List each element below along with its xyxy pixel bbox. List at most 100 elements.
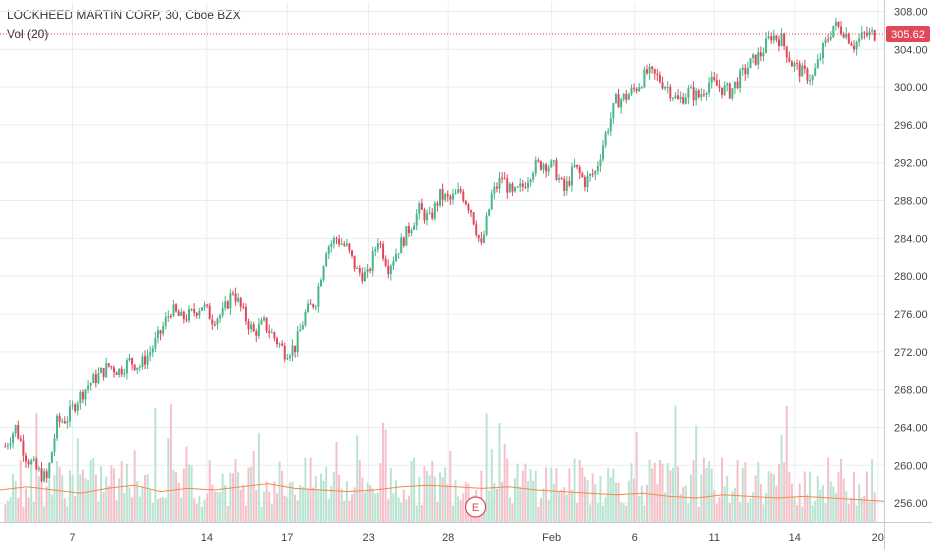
- candle-body: [208, 305, 211, 320]
- candle-body: [757, 52, 760, 65]
- volume-bar: [30, 460, 33, 522]
- candle-body: [671, 97, 674, 99]
- x-tick-label: 7: [69, 532, 75, 544]
- candle-body: [524, 186, 527, 188]
- volume-bar: [858, 484, 861, 522]
- volume-bar: [816, 476, 819, 522]
- candle-body: [772, 35, 775, 41]
- candle-body: [674, 95, 677, 98]
- candle-body: [842, 34, 845, 38]
- candle-body: [213, 324, 216, 326]
- volume-bar: [149, 489, 152, 522]
- volume-bar: [332, 471, 335, 522]
- volume-bar: [229, 472, 232, 522]
- x-tick-label: 28: [442, 532, 454, 544]
- grid-layer: [0, 2, 884, 522]
- volume-bar: [480, 470, 483, 522]
- y-tick-label: 264.00: [894, 422, 928, 434]
- volume-bar: [464, 481, 467, 522]
- candle-body: [382, 244, 385, 259]
- candle-body: [112, 367, 115, 373]
- volume-bar: [288, 482, 291, 522]
- volume-bar: [457, 496, 460, 522]
- volume-bar: [653, 462, 656, 522]
- candle-body: [555, 160, 558, 180]
- volume-bar: [40, 471, 43, 522]
- volume-bar: [231, 473, 234, 522]
- candle-body: [9, 443, 12, 446]
- candle-body: [330, 243, 333, 247]
- volume-bar: [728, 502, 731, 522]
- volume-bar: [806, 494, 809, 522]
- candle-body: [389, 265, 392, 275]
- volume-bar: [81, 469, 84, 522]
- candle-body: [397, 253, 400, 255]
- candle-body: [741, 67, 744, 71]
- candle-body: [288, 355, 291, 359]
- volume-bar: [382, 422, 385, 522]
- candle-body: [573, 164, 576, 167]
- volume-bar: [250, 466, 253, 522]
- volume-bar: [700, 474, 703, 522]
- volume-bar: [169, 404, 172, 522]
- candle-body: [6, 445, 9, 447]
- volume-bar: [63, 498, 66, 522]
- volume-bar: [384, 429, 387, 522]
- candle-body: [783, 33, 786, 47]
- candle-body: [185, 319, 188, 321]
- x-tick-label: 14: [201, 532, 213, 544]
- candle-body: [426, 213, 429, 221]
- candle-body: [495, 186, 498, 189]
- volume-bar: [356, 435, 359, 522]
- candle-body: [552, 160, 555, 162]
- candle-body: [752, 54, 755, 59]
- volume-bar: [648, 459, 651, 522]
- candle-body: [723, 85, 726, 95]
- volume-bar: [749, 497, 752, 522]
- volume-bar: [490, 448, 493, 522]
- candle-body: [110, 366, 113, 368]
- candle-body: [216, 318, 219, 325]
- volume-bar: [53, 475, 56, 522]
- candle-body: [164, 317, 167, 327]
- volume-bar: [829, 481, 832, 522]
- candle-body: [472, 212, 475, 225]
- volume-bar: [376, 492, 379, 522]
- candle-body: [387, 265, 390, 275]
- volume-bar: [819, 489, 822, 522]
- candle-body: [286, 358, 289, 360]
- volume-bar: [219, 492, 222, 522]
- candle-body: [420, 203, 423, 210]
- candle-body: [439, 189, 441, 206]
- y-tick-label: 268.00: [894, 385, 928, 397]
- candle-body: [705, 93, 708, 95]
- candle-body: [105, 363, 108, 378]
- candle-body: [327, 246, 330, 254]
- x-tick-label: 11: [709, 532, 720, 544]
- y-tick-label: 276.00: [894, 309, 928, 321]
- candle-body: [731, 88, 734, 99]
- volume-bar: [576, 502, 579, 522]
- volume-bar: [436, 501, 439, 522]
- volume-bar: [798, 483, 801, 522]
- candle-body: [736, 81, 739, 89]
- volume-bar: [102, 491, 105, 522]
- volume-bar: [369, 484, 372, 522]
- volume-bar: [281, 470, 284, 522]
- volume-bar: [325, 466, 328, 522]
- candle-body: [514, 187, 517, 192]
- volume-bar: [555, 468, 558, 522]
- candle-body: [361, 272, 364, 282]
- candle-body: [464, 201, 467, 205]
- candle-body: [335, 238, 338, 240]
- volume-bar: [190, 465, 193, 522]
- volume-bar: [545, 467, 548, 522]
- volume-bar: [547, 499, 550, 522]
- y-tick-label: 308.00: [894, 6, 928, 18]
- candle-body: [770, 36, 773, 41]
- volume-bar: [407, 495, 410, 522]
- volume-bar: [726, 475, 729, 522]
- volume-bar: [462, 493, 465, 522]
